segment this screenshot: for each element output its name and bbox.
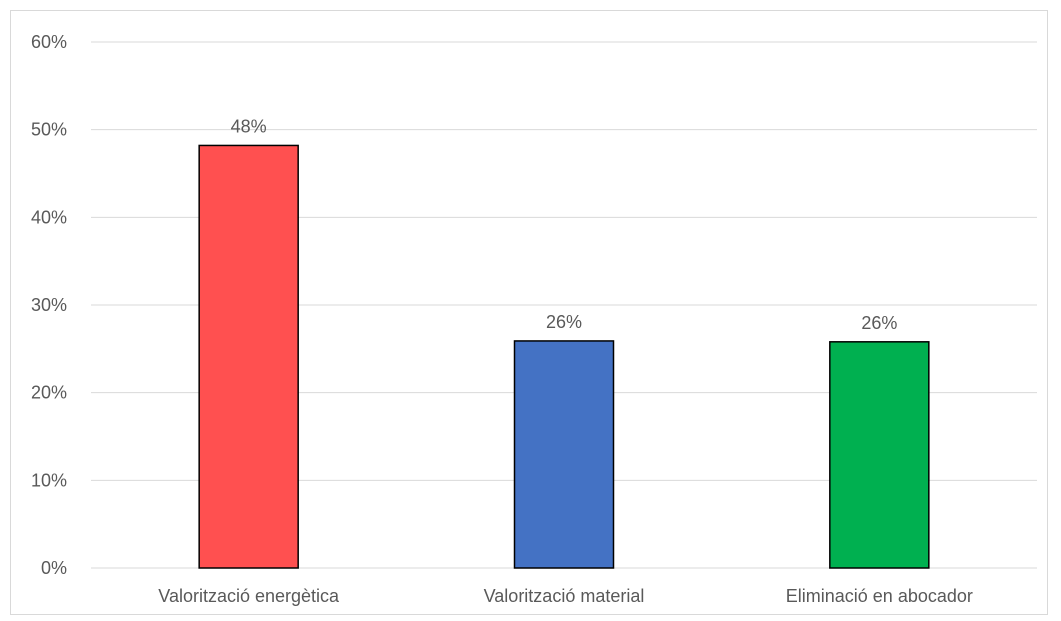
y-tick-label: 20% xyxy=(31,383,67,403)
bar xyxy=(198,144,299,569)
y-tick-label: 10% xyxy=(31,470,67,490)
data-label: 48% xyxy=(231,116,267,136)
data-label: 26% xyxy=(546,312,582,332)
bar xyxy=(513,340,615,569)
bar xyxy=(829,341,930,569)
y-tick-label: 60% xyxy=(31,32,67,52)
y-tick-label: 30% xyxy=(31,295,67,315)
y-tick-label: 0% xyxy=(41,558,67,578)
bars xyxy=(198,144,930,569)
x-tick-label: Valorització material xyxy=(484,586,645,606)
bar-chart: 0% 10% 20% 30% 40% 50% 60% 48% 26% 26% Valoritza… xyxy=(31,32,1037,606)
data-label: 26% xyxy=(861,313,897,333)
y-axis-tick-labels: 0% 10% 20% 30% 40% 50% 60% xyxy=(31,32,67,578)
data-labels: 48% 26% 26% xyxy=(231,116,898,332)
y-tick-label: 40% xyxy=(31,207,67,227)
x-tick-label: Valorització energètica xyxy=(158,586,340,606)
chart-frame: 0% 10% 20% 30% 40% 50% 60% 48% 26% 26% Valoritza… xyxy=(10,10,1048,615)
x-tick-label: Eliminació en abocador xyxy=(786,586,973,606)
x-axis-tick-labels: Valorització energètica Valorització mate… xyxy=(158,586,973,606)
y-tick-label: 50% xyxy=(31,120,67,140)
